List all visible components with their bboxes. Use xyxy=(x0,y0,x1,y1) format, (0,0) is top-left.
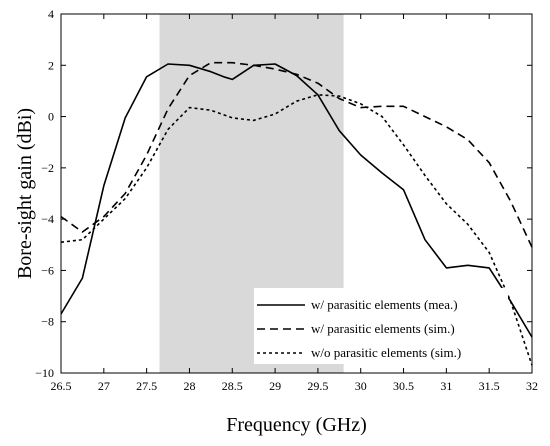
series-line-dashed xyxy=(60,61,533,248)
plot-frame xyxy=(60,13,533,374)
y-tick-label: −2 xyxy=(41,161,54,175)
x-tick-label: 32 xyxy=(526,379,538,393)
x-tick-label: 30.5 xyxy=(393,379,414,393)
y-tick-label: −10 xyxy=(35,366,54,380)
y-tick-label: −4 xyxy=(41,212,54,226)
x-tick-label: 27.5 xyxy=(136,379,157,393)
series-line-dotted xyxy=(60,94,533,366)
series-line-solid xyxy=(60,63,533,338)
y-tick-label: 2 xyxy=(48,58,54,72)
x-tick-label: 31 xyxy=(440,379,452,393)
x-axis-title: Frequency (GHz) xyxy=(226,414,367,436)
legend-label: w/ parasitic elements (sim.) xyxy=(311,321,455,336)
x-tick-label: 26.5 xyxy=(51,379,72,393)
y-tick-label: −6 xyxy=(41,263,54,277)
y-tick-label: 4 xyxy=(48,7,54,21)
legend-label: w/o parasitic elements (sim.) xyxy=(311,345,461,360)
series-layer xyxy=(60,61,533,366)
legend: w/ parasitic elements (mea.) w/ parasitic… xyxy=(254,288,508,364)
axis-ticks: 26.5 27 27.5 28 28.5 29 29.5 30 30.5 31 31.5 32 −10 −… xyxy=(35,7,538,393)
x-tick-label: 29.5 xyxy=(307,379,328,393)
y-tick-label: 0 xyxy=(48,110,54,124)
y-tick-label: −8 xyxy=(41,315,54,329)
x-tick-label: 30 xyxy=(355,379,367,393)
x-tick-label: 28.5 xyxy=(222,379,243,393)
legend-label: w/ parasitic elements (mea.) xyxy=(311,297,458,312)
y-axis-title: Bore-sight gain (dBi) xyxy=(14,108,36,279)
x-tick-label: 31.5 xyxy=(479,379,500,393)
legend-box xyxy=(254,288,508,364)
x-tick-label: 29 xyxy=(269,379,281,393)
x-tick-label: 28 xyxy=(183,379,195,393)
x-tick-label: 27 xyxy=(98,379,110,393)
